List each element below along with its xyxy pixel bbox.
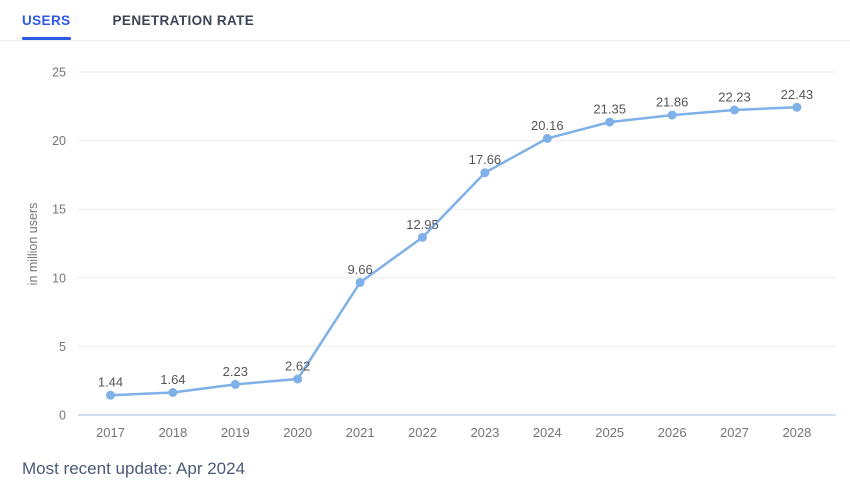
x-tick-label: 2024 — [533, 425, 562, 440]
data-points — [106, 102, 802, 400]
data-point-label: 22.43 — [781, 87, 814, 102]
users-series-line — [109, 106, 799, 397]
tab-users-label: USERS — [22, 12, 71, 28]
data-point-2022[interactable] — [418, 232, 427, 242]
active-tab-underline — [22, 37, 71, 40]
tab-users[interactable]: USERS — [22, 0, 71, 40]
data-point-2027[interactable] — [730, 105, 739, 115]
data-point-2028[interactable] — [792, 102, 802, 112]
data-point-label: 21.86 — [656, 95, 689, 110]
data-point-label: 22.23 — [718, 90, 751, 105]
x-tick-label: 2019 — [221, 425, 250, 440]
data-point-2024[interactable] — [542, 133, 552, 143]
x-tick-label: 2020 — [283, 425, 312, 440]
data-point-label: 2.62 — [285, 359, 310, 374]
data-point-label: 1.64 — [160, 372, 185, 387]
x-axis-tick-labels: 2017 2018 2019 2020 2021 2022 2023 2024 2025 2026… — [96, 425, 811, 440]
data-point-label: 9.66 — [347, 262, 372, 277]
y-tick-label: 10 — [52, 271, 66, 285]
x-tick-label: 2023 — [470, 425, 499, 440]
data-point-label: 20.16 — [531, 118, 564, 133]
tab-penetration-rate[interactable]: PENETRATION RATE — [113, 0, 255, 40]
y-axis-title: in million users — [26, 203, 40, 286]
data-point-2023[interactable] — [480, 168, 490, 178]
line-chart: 0 5 10 15 20 25 in million users 2017 2018 2019 20… — [0, 41, 850, 453]
x-tick-label: 2021 — [346, 425, 375, 440]
data-point-label: 17.66 — [469, 152, 502, 167]
chart-footer: Most recent update: Apr 2024 — [0, 453, 850, 479]
data-point-labels: 1.44 1.64 2.23 2.62 9.66 12.95 17.66 20.16 21.35… — [98, 87, 813, 390]
data-series-line — [109, 106, 799, 397]
data-point-label: 1.44 — [98, 375, 123, 390]
y-tick-label: 25 — [52, 66, 66, 80]
data-point-2026[interactable] — [667, 110, 677, 120]
data-point-2019[interactable] — [230, 379, 240, 389]
data-point-label: 21.35 — [593, 102, 626, 117]
y-axis-tick-labels: 0 5 10 15 20 25 — [52, 66, 66, 423]
x-tick-label: 2028 — [782, 425, 811, 440]
x-tick-label: 2027 — [720, 425, 749, 440]
data-point-2021[interactable] — [355, 277, 365, 287]
most-recent-update-text: Most recent update: Apr 2024 — [22, 459, 246, 478]
gridlines — [78, 71, 836, 416]
data-point-2020[interactable] — [293, 374, 303, 384]
tab-penetration-rate-label: PENETRATION RATE — [112, 12, 255, 28]
y-axis-title-text: in million users — [26, 203, 40, 286]
data-point-2025[interactable] — [605, 117, 615, 127]
data-point-2017[interactable] — [106, 390, 115, 400]
tab-bar: USERS PENETRATION RATE — [0, 0, 850, 41]
y-tick-label: 20 — [52, 134, 66, 148]
y-tick-label: 5 — [59, 340, 66, 354]
data-point-2018[interactable] — [168, 387, 178, 397]
y-tick-label: 15 — [52, 203, 66, 217]
x-tick-label: 2025 — [595, 425, 624, 440]
data-point-label: 2.23 — [223, 364, 248, 379]
x-tick-label: 2026 — [658, 425, 687, 440]
y-tick-label: 0 — [59, 409, 66, 423]
x-tick-label: 2017 — [96, 425, 125, 440]
x-tick-label: 2022 — [408, 425, 437, 440]
x-tick-label: 2018 — [158, 425, 187, 440]
data-point-label: 12.95 — [406, 217, 439, 232]
